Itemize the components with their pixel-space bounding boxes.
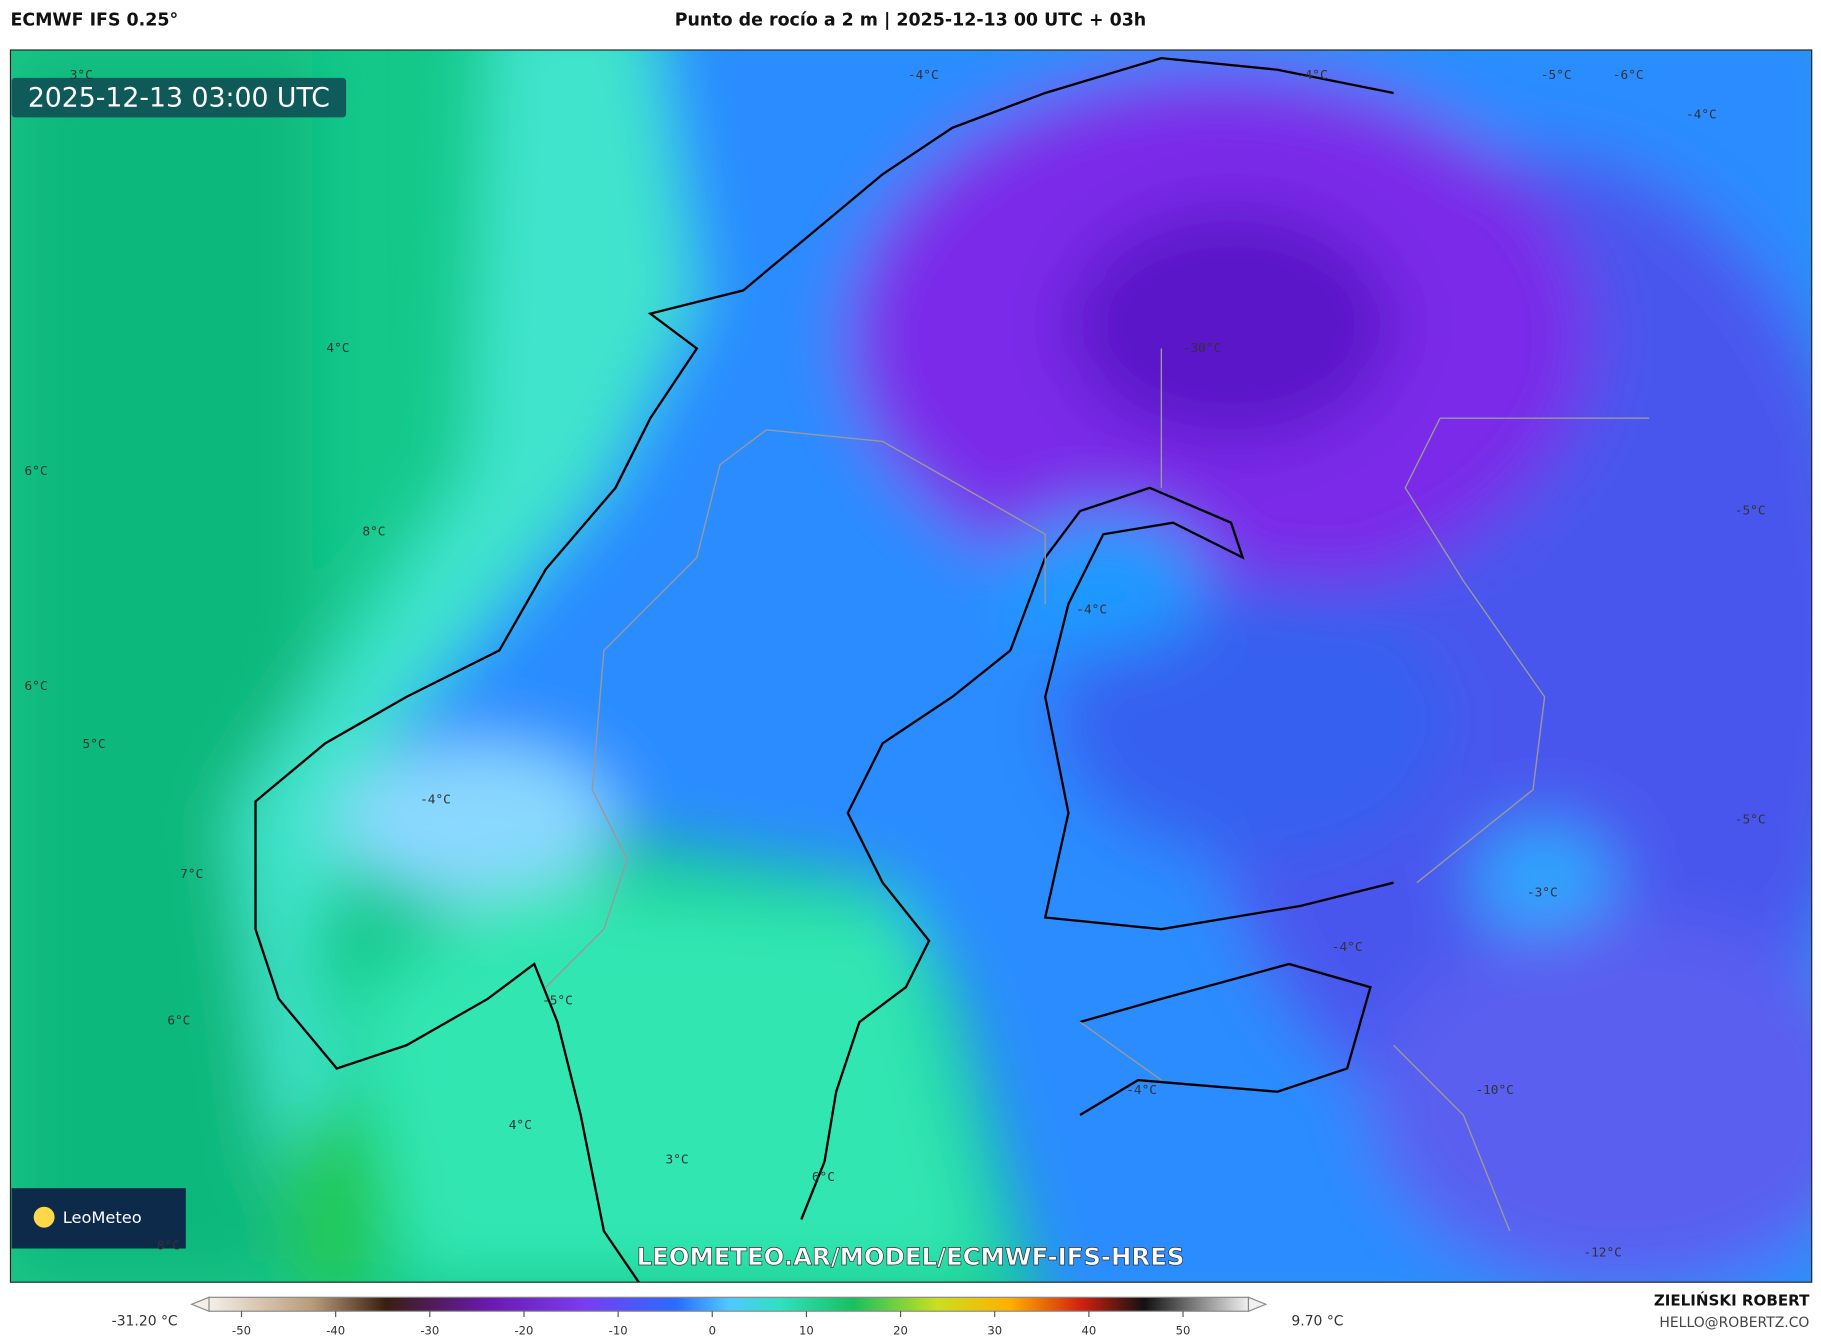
contour-label: -3°C bbox=[1527, 886, 1558, 901]
contour-label: -5°C bbox=[1541, 68, 1572, 83]
colorbar-tick-label: 10 bbox=[799, 1323, 814, 1337]
contour-label: -4°C bbox=[420, 793, 451, 808]
colorbar-max-arrow bbox=[1247, 1296, 1268, 1313]
contour-label: -5°C bbox=[1735, 812, 1766, 827]
colorbar-max-label: 9.70 °C bbox=[1291, 1314, 1343, 1330]
contour-label: -4°C bbox=[1076, 602, 1107, 617]
colorbar-tick-label: -20 bbox=[514, 1323, 533, 1337]
contour-label: -10°C bbox=[1475, 1083, 1513, 1098]
contour-label: -5°C bbox=[1735, 504, 1766, 519]
logo-text: LeoMeteo bbox=[63, 1208, 142, 1227]
author: ZIELIŃSKI ROBERT bbox=[1654, 1290, 1810, 1309]
contour-label: 7°C bbox=[180, 867, 203, 882]
colorbar-tick-label: -10 bbox=[609, 1323, 628, 1337]
contour-label: 6°C bbox=[812, 1170, 835, 1185]
contour-label: -6°C bbox=[1613, 68, 1644, 83]
contour-label: 3°C bbox=[666, 1153, 689, 1168]
contour-label: 6°C bbox=[167, 1013, 190, 1028]
colorbar bbox=[208, 1296, 1250, 1312]
model-name: ECMWF IFS 0.25° bbox=[10, 11, 178, 31]
contour-label: 6°C bbox=[24, 464, 47, 479]
contour-label: 8°C bbox=[157, 1239, 180, 1254]
time-box bbox=[11, 77, 347, 118]
contour-label: -4°C bbox=[1297, 68, 1328, 83]
contour-label: -4°C bbox=[1686, 108, 1717, 123]
colorbar-tick-label: 0 bbox=[709, 1323, 716, 1337]
contour-label: -5°C bbox=[542, 994, 573, 1009]
contour-label: 4°C bbox=[326, 341, 349, 356]
email: HELLO@ROBERTZ.CO bbox=[1659, 1315, 1809, 1331]
colorbar-tick-label: -40 bbox=[326, 1323, 345, 1337]
contour-label: 5°C bbox=[83, 737, 106, 752]
colorbar-tick-label: 30 bbox=[987, 1323, 1002, 1337]
colorbar-tick-label: -50 bbox=[232, 1323, 251, 1337]
contour-label: 4°C bbox=[509, 1118, 532, 1133]
contour-label: -4°C bbox=[908, 68, 939, 83]
borders bbox=[545, 348, 1650, 1232]
map-title: Punto de rocío a 2 m | 2025-12-13 00 UTC… bbox=[675, 11, 1146, 31]
map-field bbox=[10, 49, 1812, 1283]
colorbar-tick-label: -30 bbox=[420, 1323, 439, 1337]
colorbar-tick-label: 20 bbox=[893, 1323, 908, 1337]
contour-label: -30°C bbox=[1183, 341, 1221, 356]
colorbar-min-label: -31.20 °C bbox=[112, 1314, 178, 1330]
contour-label: 6°C bbox=[24, 679, 47, 694]
map-frame bbox=[9, 49, 1813, 1283]
contour-label: 8°C bbox=[362, 524, 385, 539]
contour-labels: 3°C 4°C 6°C 8°C 6°C 5°C 7°C 6°C -4°C -4°C -5°C -6°C… bbox=[24, 68, 1765, 1261]
colorbar-tick-label: 40 bbox=[1081, 1323, 1096, 1337]
colorbar-tick-label: 50 bbox=[1176, 1323, 1191, 1337]
contour-label: -12°C bbox=[1583, 1246, 1621, 1261]
contour-label: -4°C bbox=[1126, 1083, 1157, 1098]
contour-label: 3°C bbox=[70, 68, 93, 83]
valid-time: 2025-12-13 03:00 UTC bbox=[28, 82, 330, 113]
logo-sun bbox=[33, 1206, 55, 1228]
colorbar-ticks: -50 -40 -30 -20 -10 0 10 20 30 40 50 bbox=[232, 1311, 1190, 1337]
colorbar-min-arrow bbox=[190, 1296, 210, 1313]
contour-label: -4°C bbox=[1332, 940, 1363, 955]
coastlines bbox=[254, 56, 1394, 1283]
watermark: LEOMETEO.AR/MODEL/ECMWF-IFS-HRES bbox=[637, 1242, 1185, 1271]
